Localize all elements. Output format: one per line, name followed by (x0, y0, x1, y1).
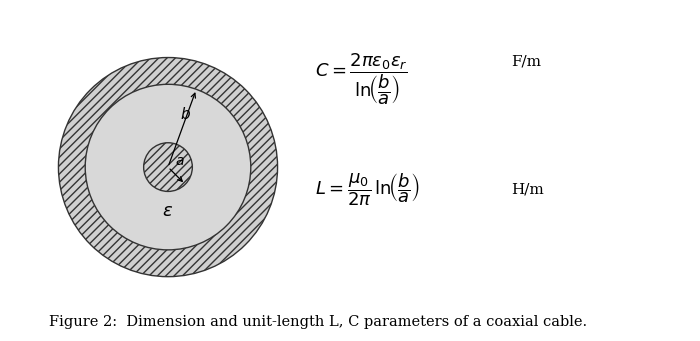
Text: $b$: $b$ (180, 105, 190, 121)
Circle shape (144, 143, 193, 191)
Text: $L = \dfrac{\mu_0}{2\pi}\,\mathrm{ln}\!\left(\dfrac{b}{a}\right)$: $L = \dfrac{\mu_0}{2\pi}\,\mathrm{ln}\!\… (315, 172, 420, 208)
Text: H/m: H/m (511, 183, 544, 197)
Circle shape (58, 58, 278, 277)
Text: F/m: F/m (511, 54, 541, 69)
Circle shape (85, 84, 251, 250)
Text: $C = \dfrac{2\pi\varepsilon_0\varepsilon_r}{\mathrm{ln}\!\left(\dfrac{b}{a}\righ: $C = \dfrac{2\pi\varepsilon_0\varepsilon… (315, 51, 408, 107)
Text: Figure 2:  Dimension and unit-length L, C parameters of a coaxial cable.: Figure 2: Dimension and unit-length L, C… (49, 315, 587, 329)
Text: $\varepsilon$: $\varepsilon$ (162, 202, 174, 220)
Text: $a$: $a$ (176, 154, 185, 168)
